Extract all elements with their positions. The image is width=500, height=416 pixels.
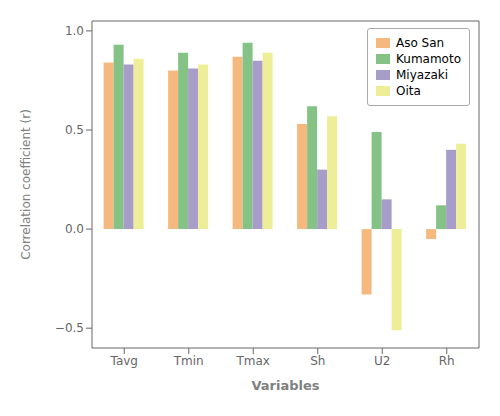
html-text:Aso San: Aso San (396, 36, 445, 50)
svg-text:Correlation coefficient (r): Correlation coefficient (r) (19, 109, 33, 260)
svg-text:Sh: Sh (310, 354, 325, 368)
svg-text:−0.5: −0.5 (55, 321, 84, 335)
svg-text:U2: U2 (374, 354, 390, 368)
svg-text:Variables: Variables (251, 378, 319, 393)
html-text:Miyazaki: Miyazaki (396, 68, 449, 82)
svg-text:Rh: Rh (439, 354, 455, 368)
svg-text:Tmax: Tmax (236, 354, 270, 368)
svg-text:1.0: 1.0 (65, 24, 84, 38)
svg-text:Tmin: Tmin (173, 354, 204, 368)
html-text:Kumamoto: Kumamoto (396, 52, 461, 66)
svg-text:0.5: 0.5 (65, 123, 84, 137)
svg-text:0.0: 0.0 (65, 222, 84, 236)
html-text:Oita: Oita (396, 84, 421, 98)
svg-text:Tavg: Tavg (110, 354, 138, 368)
